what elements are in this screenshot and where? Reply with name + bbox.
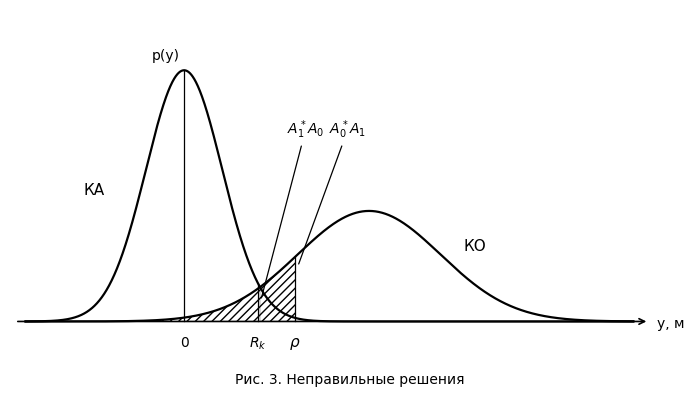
Text: 0: 0 — [180, 336, 188, 350]
Text: y, м: y, м — [657, 317, 685, 331]
Text: $A_1^*A_0$: $A_1^*A_0$ — [261, 118, 324, 298]
Text: КА: КА — [84, 183, 105, 198]
Text: $\rho$: $\rho$ — [289, 336, 301, 352]
Text: p(y): p(y) — [151, 49, 179, 63]
Text: Рис. 3. Неправильные решения: Рис. 3. Неправильные решения — [235, 373, 465, 387]
Text: $R_k$: $R_k$ — [249, 336, 267, 352]
Text: $A_0^*A_1$: $A_0^*A_1$ — [299, 118, 366, 264]
Text: КО: КО — [463, 239, 486, 253]
